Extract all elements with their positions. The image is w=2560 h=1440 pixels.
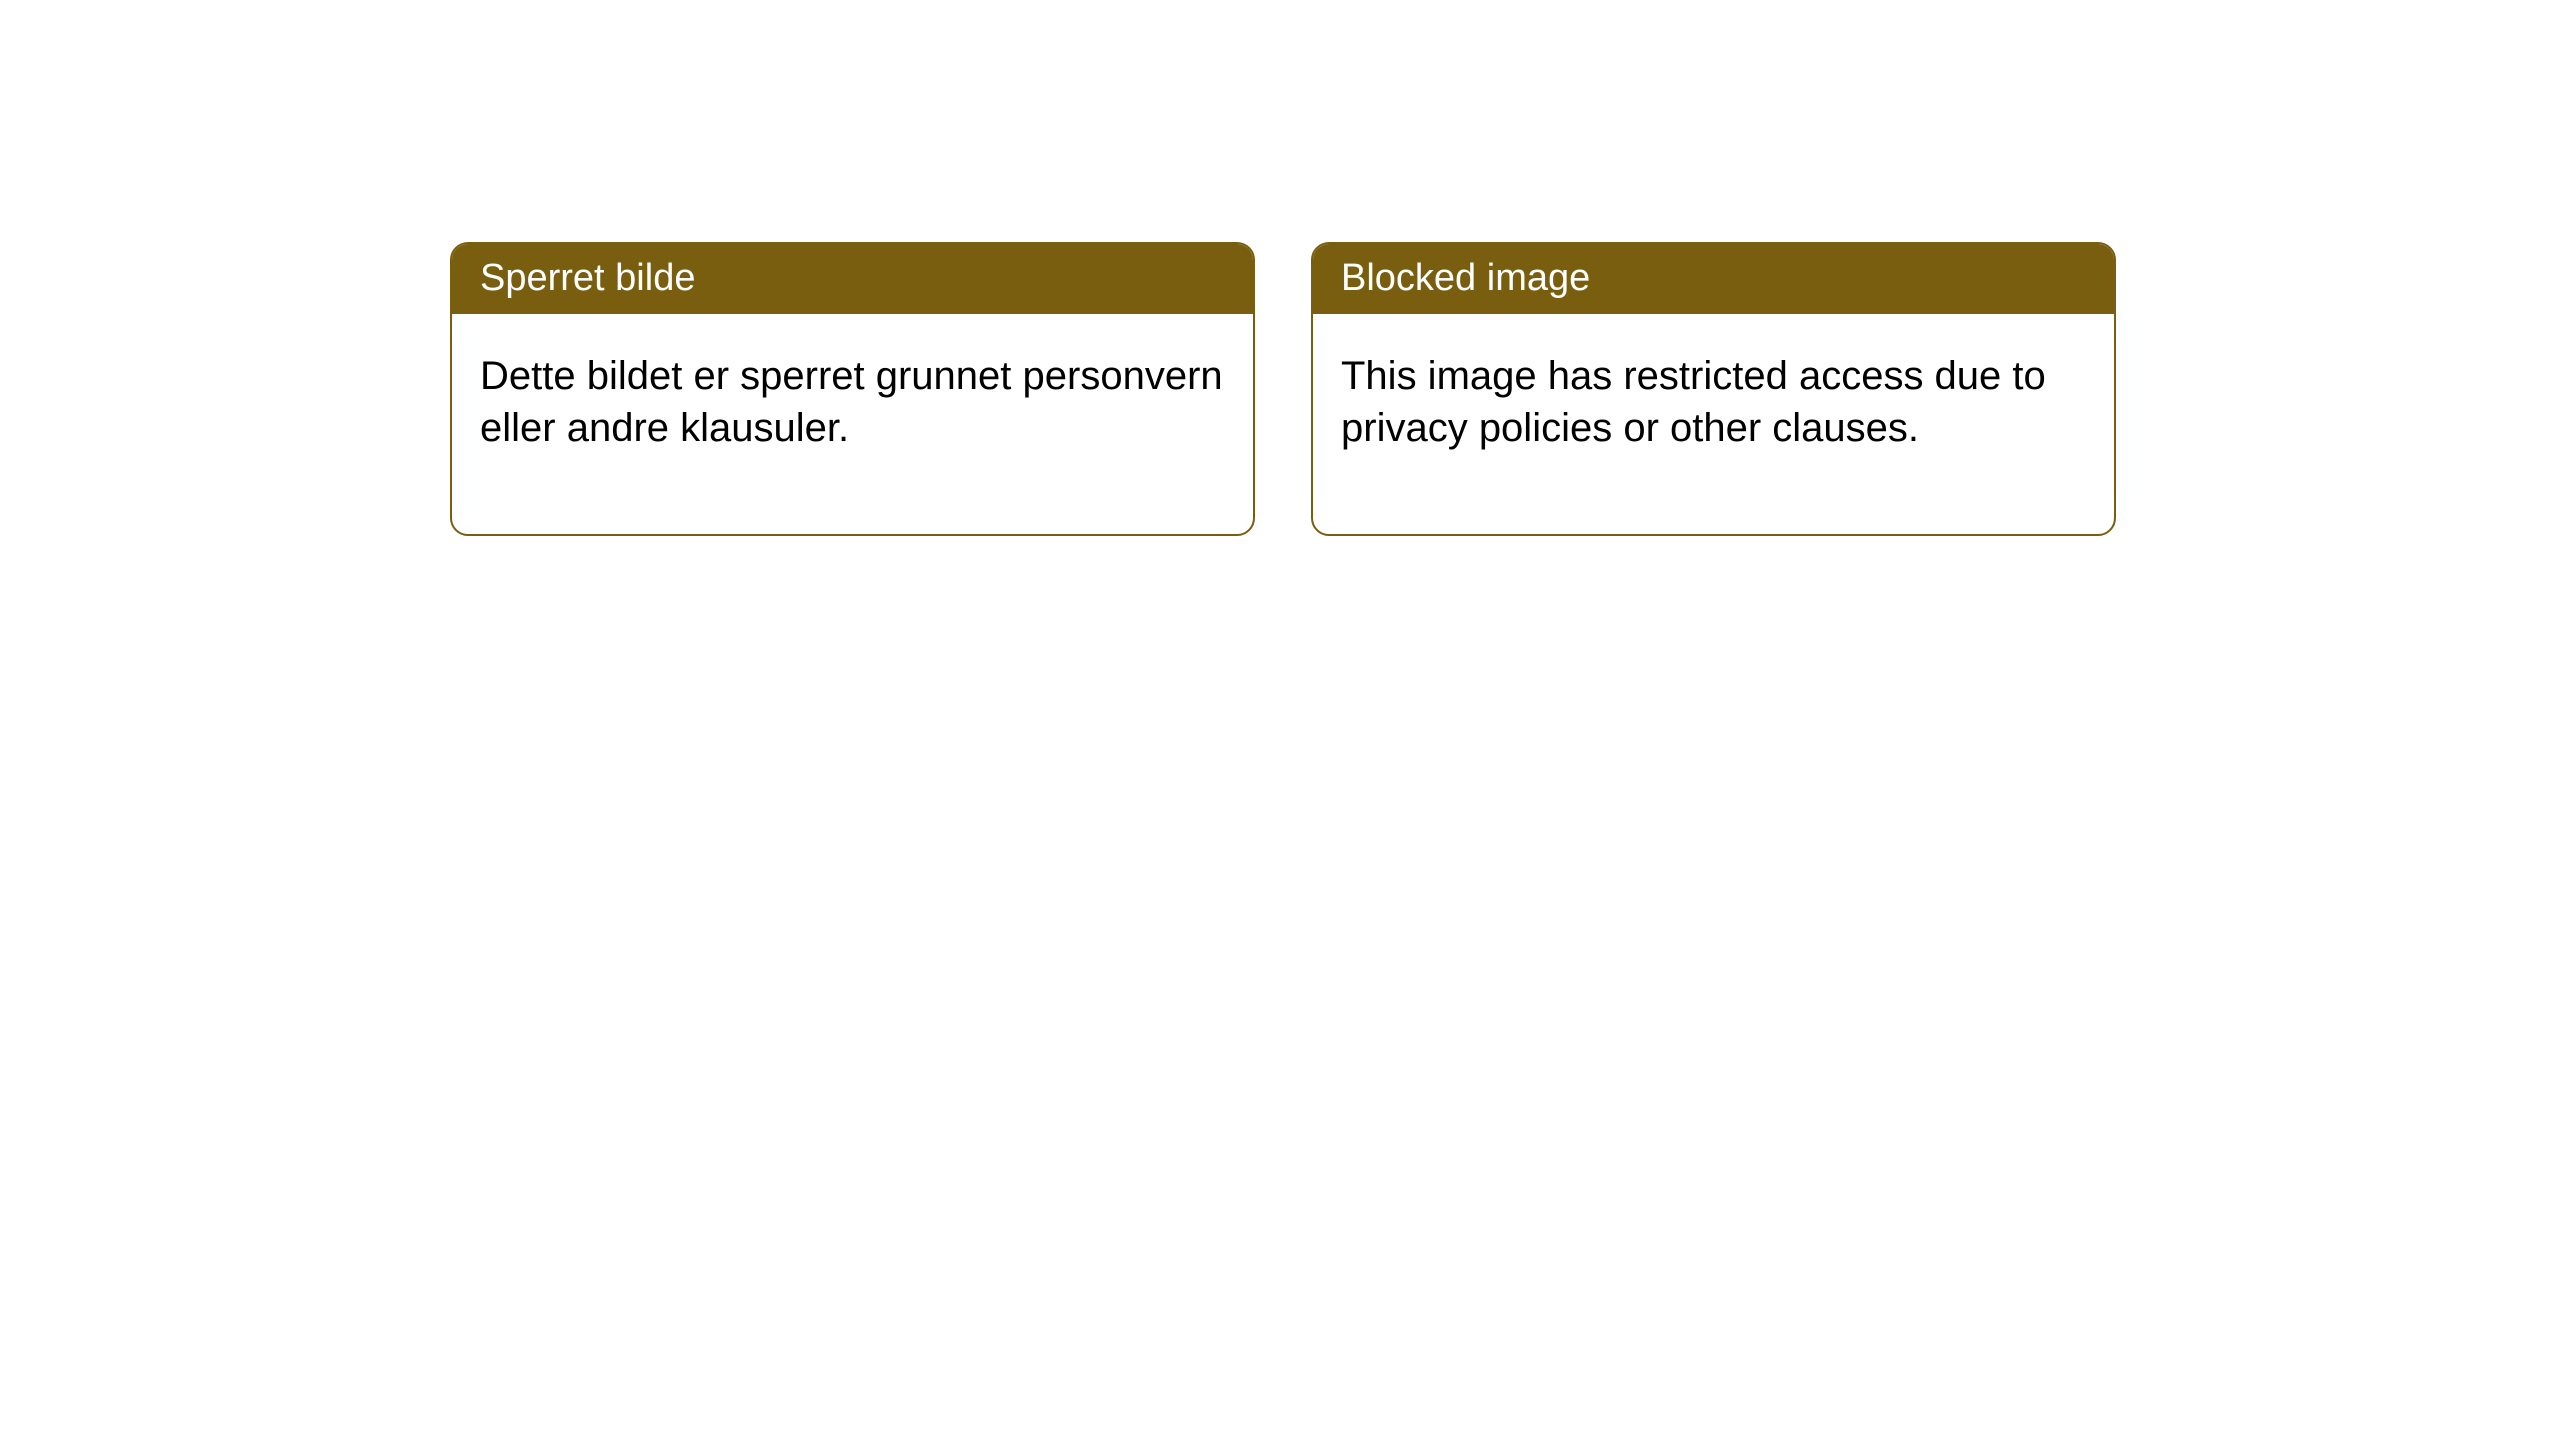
notice-body: Dette bildet er sperret grunnet personve… [452, 314, 1253, 534]
notice-body: This image has restricted access due to … [1313, 314, 2114, 534]
notice-card-english: Blocked image This image has restricted … [1311, 242, 2116, 536]
notices-container: Sperret bilde Dette bildet er sperret gr… [0, 0, 2560, 536]
notice-card-norwegian: Sperret bilde Dette bildet er sperret gr… [450, 242, 1255, 536]
notice-title: Sperret bilde [452, 244, 1253, 314]
notice-title: Blocked image [1313, 244, 2114, 314]
